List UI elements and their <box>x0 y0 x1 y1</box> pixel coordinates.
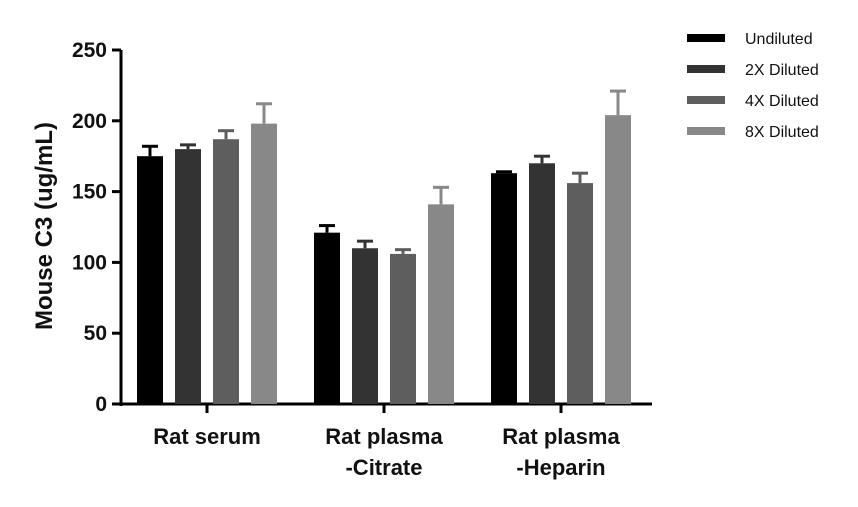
x-category-label: -Citrate <box>345 455 422 480</box>
bars <box>137 89 631 405</box>
y-tick-label: 50 <box>84 322 107 345</box>
bar <box>567 183 593 404</box>
bar <box>428 204 454 404</box>
bar <box>137 156 163 404</box>
y-tick-label: 100 <box>72 251 107 274</box>
bar <box>213 139 239 404</box>
bar <box>352 248 378 404</box>
bar <box>605 115 631 405</box>
bar <box>175 149 201 404</box>
y-tick-label: 150 <box>72 181 107 204</box>
legend-label: 2X Diluted <box>745 62 819 79</box>
y-tick-label: 0 <box>95 393 107 416</box>
legend-swatch <box>687 34 725 42</box>
bar <box>251 123 277 404</box>
bar <box>390 253 416 404</box>
legend: Undiluted 2X Diluted 4X Diluted 8X Diluted <box>687 31 819 141</box>
x-axis-labels: Rat serum Rat plasma -Citrate Rat plasma -He… <box>153 424 620 480</box>
axes: 0 50 100 150 200 250 <box>72 39 652 416</box>
bar <box>529 163 555 404</box>
legend-swatch <box>687 65 725 73</box>
bar <box>314 232 340 404</box>
legend-label: 8X Diluted <box>745 124 819 141</box>
legend-swatch <box>687 127 725 135</box>
y-tick-label: 200 <box>72 110 107 133</box>
x-category-label: Rat plasma <box>325 424 443 449</box>
legend-label: Undiluted <box>745 31 813 48</box>
x-category-label: -Heparin <box>516 455 605 480</box>
legend-label: 4X Diluted <box>745 93 819 110</box>
x-category-label: Rat serum <box>153 424 261 449</box>
x-category-label: Rat plasma <box>502 424 620 449</box>
legend-swatch <box>687 96 725 104</box>
y-axis-title: Mouse C3 (ug/mL) <box>31 122 58 330</box>
y-tick-label: 250 <box>72 39 107 62</box>
bar <box>491 173 517 404</box>
